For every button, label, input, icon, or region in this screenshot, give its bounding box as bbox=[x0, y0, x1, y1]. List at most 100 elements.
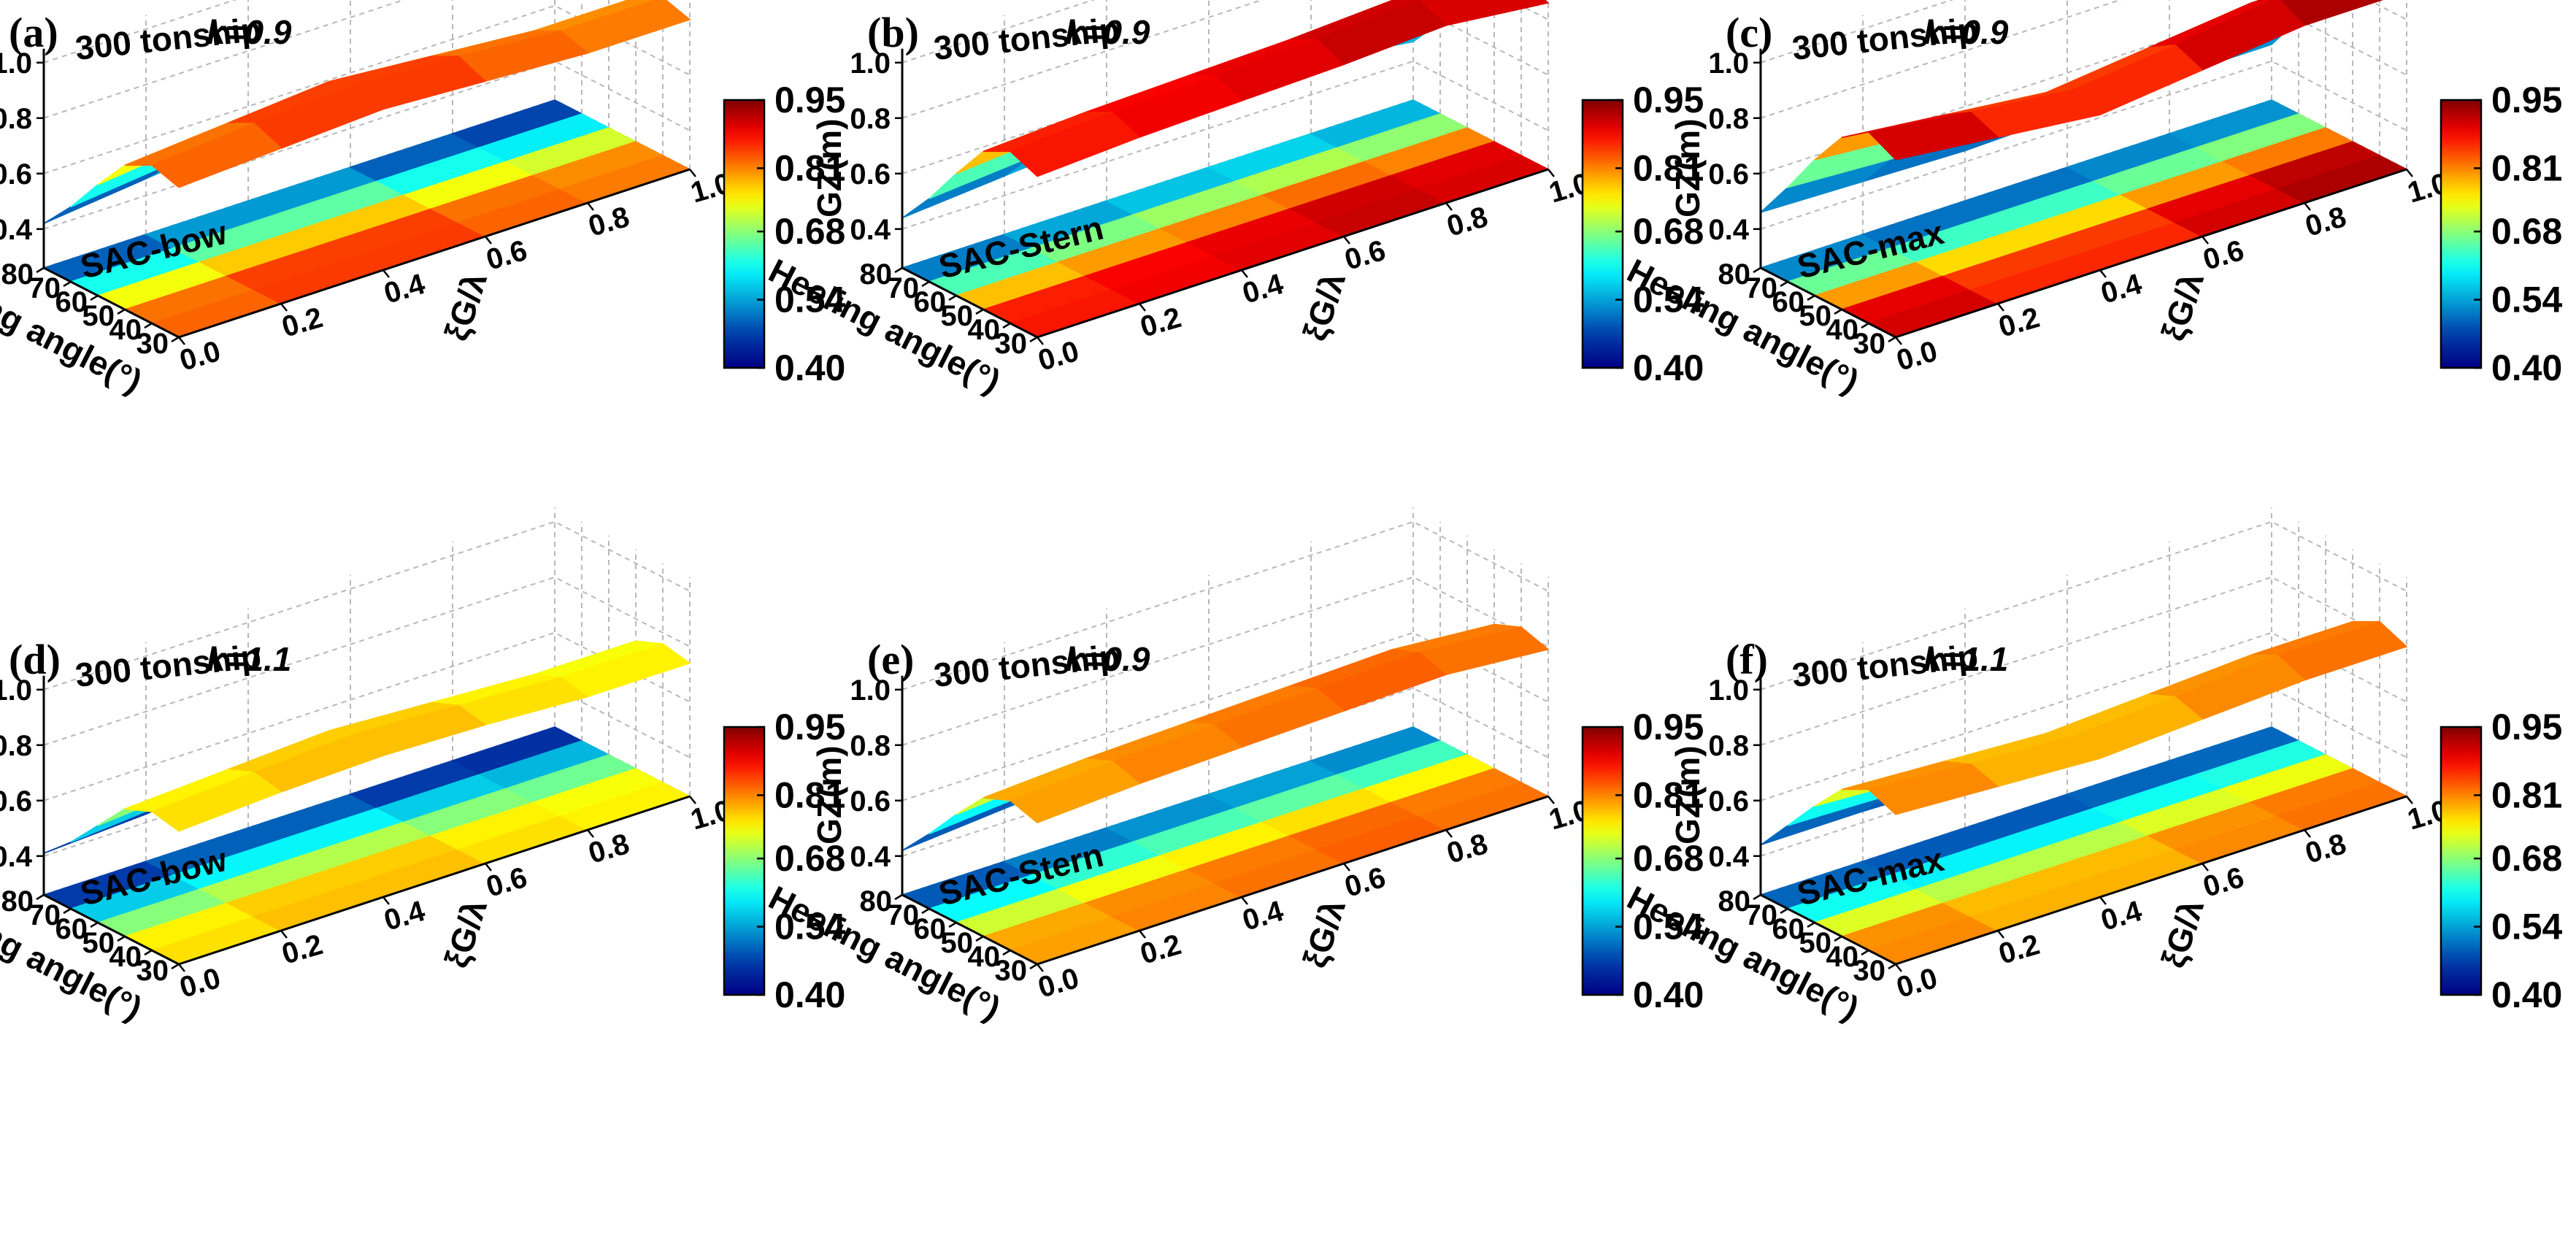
y-axis-label: ξG/λ bbox=[2153, 895, 2211, 972]
y-tick bbox=[2202, 863, 2209, 872]
colorbar: 0.95 0.81 0.68 0.54 0.40 bbox=[1581, 80, 1704, 388]
colorbar: 0.95 0.81 0.68 0.54 0.40 bbox=[2439, 80, 2563, 388]
y-tick-label: 0.4 bbox=[380, 268, 428, 310]
colorbar-tick-label: 0.81 bbox=[774, 147, 845, 188]
colorbar-tick-label: 0.95 bbox=[1633, 707, 1704, 747]
x-tick-label: 60 bbox=[914, 913, 947, 945]
z-tick-label: 0.4 bbox=[1708, 214, 1749, 246]
y-tick-label: 0.2 bbox=[1137, 928, 1185, 971]
y-tick bbox=[1445, 829, 1453, 838]
z-tick-label: 0.4 bbox=[1708, 841, 1749, 873]
colorbar: 0.95 0.81 0.68 0.54 0.40 bbox=[2439, 707, 2563, 1015]
x-tick bbox=[1780, 907, 1788, 915]
colorbar: 0.95 0.81 0.68 0.54 0.40 bbox=[1581, 707, 1704, 1015]
x-tick-label: 40 bbox=[109, 314, 142, 346]
y-axis-line bbox=[1895, 168, 2407, 339]
z-axis-label: GZ(m) bbox=[1669, 745, 1707, 844]
y-tick-label: 0.2 bbox=[1995, 301, 2043, 344]
x-axis-line bbox=[43, 893, 180, 966]
k-annotation: k=0.9 bbox=[207, 13, 292, 51]
x-tick-label: 80 bbox=[860, 885, 893, 918]
colorbar-tick-label: 0.81 bbox=[2491, 774, 2562, 815]
y-tick bbox=[1037, 963, 1044, 972]
y-tick bbox=[1547, 796, 1555, 804]
colorbar-tick-label: 0.40 bbox=[2491, 974, 2562, 1015]
y-axis-label: ξG/λ bbox=[2153, 268, 2211, 345]
x-tick-label: 70 bbox=[1745, 899, 1778, 931]
gz-surface bbox=[43, 640, 691, 854]
y-tick-label: 0.4 bbox=[2097, 895, 2145, 937]
surface-cell bbox=[1009, 111, 1141, 177]
colorbar-tick-label: 0.54 bbox=[774, 280, 846, 320]
panel-label: (d) bbox=[9, 636, 61, 683]
x-tick-label: 80 bbox=[1718, 885, 1751, 918]
surface-plot: 3040506070800.00.20.40.60.81.00.40.60.81… bbox=[1621, 0, 2563, 401]
x-tick bbox=[171, 963, 180, 970]
plot-panel: 3040506070800.00.20.40.60.81.00.40.60.81… bbox=[0, 0, 858, 627]
grid-line bbox=[43, 4, 691, 174]
x-axis-line bbox=[901, 893, 1038, 966]
x-tick bbox=[63, 280, 72, 288]
colorbar-tick-label: 0.68 bbox=[2491, 838, 2562, 879]
x-tick-label: 70 bbox=[1745, 272, 1778, 304]
colorbar-tick-label: 0.95 bbox=[1633, 80, 1704, 120]
x-tick-label: 40 bbox=[1826, 314, 1859, 346]
y-tick-label: 0.6 bbox=[1341, 861, 1389, 904]
y-axis-line bbox=[1895, 795, 2407, 966]
y-tick-label: 0.4 bbox=[2097, 268, 2145, 310]
x-tick-label: 60 bbox=[1772, 913, 1805, 945]
colorbar-tick-label: 0.40 bbox=[1633, 974, 1704, 1015]
x-tick-label: 70 bbox=[887, 899, 920, 931]
x-tick-label: 30 bbox=[995, 328, 1028, 360]
y-tick bbox=[2304, 202, 2311, 211]
colorbar-gradient bbox=[2439, 726, 2483, 996]
x-tick-label: 60 bbox=[55, 913, 88, 945]
y-tick-label: 0.0 bbox=[1034, 962, 1083, 1004]
x-tick bbox=[36, 266, 45, 274]
grid-line bbox=[1760, 631, 2407, 801]
z-tick-label: 1.0 bbox=[1708, 674, 1749, 707]
grid-line bbox=[901, 520, 1549, 691]
x-tick-label: 80 bbox=[1, 258, 34, 291]
y-tick bbox=[178, 963, 185, 972]
y-axis-line bbox=[1037, 795, 1549, 966]
y-tick-label: 0.8 bbox=[2302, 201, 2350, 243]
y-tick-label: 0.0 bbox=[1893, 335, 1941, 377]
gz-surface bbox=[901, 623, 1550, 851]
x-tick bbox=[1753, 893, 1761, 901]
grid-line bbox=[1760, 687, 2407, 857]
grid-line bbox=[1760, 60, 2407, 230]
surface-cell bbox=[1009, 761, 1141, 824]
x-tick-label: 50 bbox=[82, 927, 115, 959]
surface-cell bbox=[150, 772, 282, 832]
grid-line bbox=[1760, 4, 2407, 174]
z-axis-label: GZ(m) bbox=[810, 745, 848, 844]
z-tick-label: 1.0 bbox=[0, 674, 32, 707]
colorbar-tick-label: 0.95 bbox=[774, 80, 845, 120]
x-tick-label: 30 bbox=[1853, 328, 1886, 360]
panel-label: (c) bbox=[1726, 9, 1772, 56]
x-tick bbox=[117, 308, 126, 315]
x-tick bbox=[36, 893, 45, 901]
surface-plot: 3040506070800.00.20.40.60.81.00.40.60.81… bbox=[0, 0, 846, 401]
x-tick bbox=[1861, 949, 1869, 956]
y-tick bbox=[382, 269, 390, 278]
y-tick-label: 0.2 bbox=[1995, 928, 2043, 971]
y-tick bbox=[1343, 236, 1350, 245]
k-annotation: k=1.1 bbox=[1923, 640, 2008, 678]
k-annotation: k=1.1 bbox=[207, 640, 291, 678]
grid-line bbox=[43, 520, 691, 691]
x-tick bbox=[90, 294, 99, 301]
z-tick-label: 0.8 bbox=[850, 103, 891, 135]
axes: 3040506070800.00.20.40.60.81.00.40.60.81… bbox=[763, 47, 1593, 401]
z-tick-label: 0.8 bbox=[850, 730, 891, 762]
surface-cell bbox=[1867, 111, 1999, 161]
panel-label: (a) bbox=[9, 9, 58, 56]
colorbar-gradient bbox=[723, 726, 766, 996]
x-tick bbox=[921, 907, 930, 915]
x-tick bbox=[171, 336, 180, 343]
y-tick-label: 0.0 bbox=[1893, 962, 1941, 1004]
x-tick bbox=[975, 935, 984, 942]
x-tick bbox=[1807, 294, 1815, 301]
